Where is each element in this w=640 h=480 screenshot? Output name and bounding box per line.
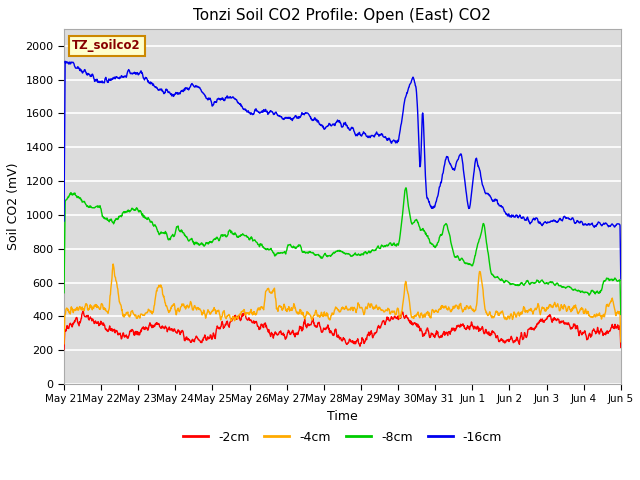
Text: TZ_soilco2: TZ_soilco2 <box>72 39 141 52</box>
Legend: -2cm, -4cm, -8cm, -16cm: -2cm, -4cm, -8cm, -16cm <box>178 426 507 449</box>
Title: Tonzi Soil CO2 Profile: Open (East) CO2: Tonzi Soil CO2 Profile: Open (East) CO2 <box>193 9 492 24</box>
X-axis label: Time: Time <box>327 410 358 423</box>
Y-axis label: Soil CO2 (mV): Soil CO2 (mV) <box>7 163 20 250</box>
